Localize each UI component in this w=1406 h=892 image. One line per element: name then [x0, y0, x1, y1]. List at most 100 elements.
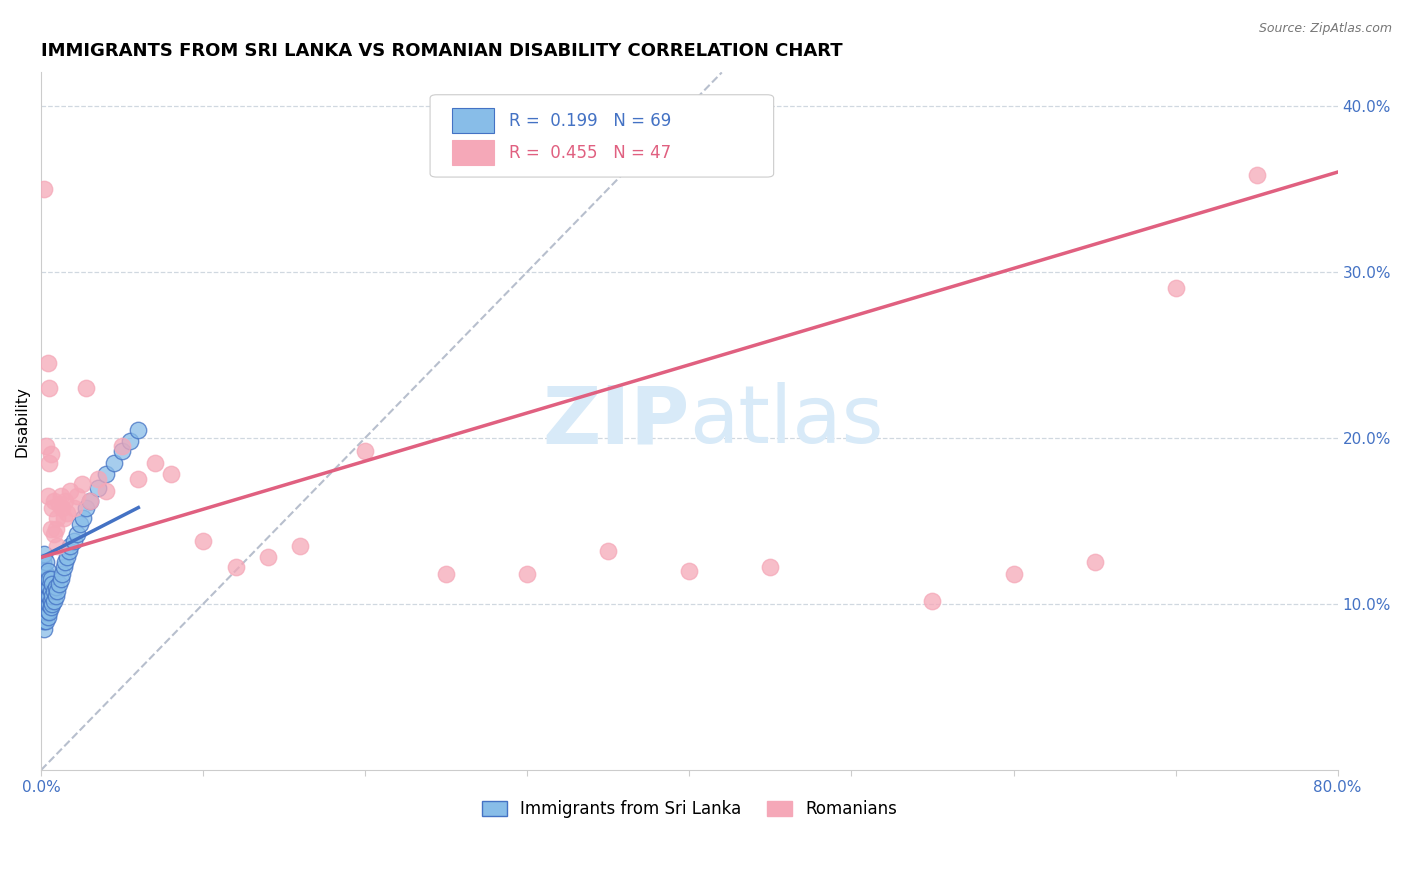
Y-axis label: Disability: Disability: [15, 385, 30, 457]
Point: [37, 603, 59, 617]
Point: [38, 572, 60, 586]
Point: [1246, 169, 1268, 183]
Point: [354, 444, 377, 458]
Point: [51, 567, 73, 582]
Point: [37, 589, 59, 603]
Point: [34, 572, 56, 586]
Point: [120, 434, 142, 449]
Point: [72, 510, 94, 524]
Point: [37, 489, 59, 503]
Point: [290, 539, 312, 553]
Text: Source: ZipAtlas.com: Source: ZipAtlas.com: [1258, 22, 1392, 36]
Point: [34, 547, 56, 561]
Point: [38, 381, 60, 395]
Point: [42, 527, 65, 541]
Point: [143, 456, 166, 470]
Point: [69, 517, 91, 532]
Text: atlas: atlas: [689, 382, 884, 460]
Point: [59, 483, 82, 498]
Point: [62, 500, 84, 515]
Point: [42, 593, 65, 607]
Point: [34, 589, 56, 603]
Point: [94, 483, 117, 498]
Point: [58, 543, 80, 558]
Point: [48, 497, 70, 511]
Point: [34, 182, 56, 196]
Point: [127, 472, 149, 486]
Point: [921, 593, 943, 607]
Text: R =  0.199   N = 69: R = 0.199 N = 69: [509, 112, 672, 129]
Point: [41, 577, 63, 591]
Point: [31, 564, 53, 578]
Point: [35, 614, 58, 628]
Point: [37, 597, 59, 611]
Point: [103, 456, 125, 470]
Text: ZIP: ZIP: [543, 382, 689, 460]
Point: [42, 583, 65, 598]
Point: [41, 597, 63, 611]
Point: [37, 356, 59, 370]
Point: [76, 381, 98, 395]
Point: [39, 583, 62, 598]
Point: [87, 472, 110, 486]
Point: [56, 550, 79, 565]
Point: [34, 564, 56, 578]
Point: [46, 510, 69, 524]
Point: [1002, 567, 1025, 582]
Point: [51, 500, 73, 515]
Point: [31, 572, 53, 586]
Point: [31, 580, 53, 594]
Point: [31, 555, 53, 569]
Point: [127, 423, 149, 437]
Point: [41, 589, 63, 603]
Point: [62, 533, 84, 548]
Point: [35, 583, 58, 598]
Point: [193, 533, 215, 548]
Point: [1164, 281, 1187, 295]
Point: [52, 560, 75, 574]
Point: [38, 597, 60, 611]
Point: [434, 567, 457, 582]
Point: [66, 489, 89, 503]
Point: [678, 564, 700, 578]
Text: R =  0.455   N = 47: R = 0.455 N = 47: [509, 144, 671, 161]
Point: [31, 605, 53, 619]
Point: [31, 614, 53, 628]
Point: [34, 597, 56, 611]
Point: [38, 580, 60, 594]
Point: [56, 506, 79, 520]
Point: [55, 494, 77, 508]
Point: [94, 467, 117, 482]
FancyBboxPatch shape: [430, 95, 773, 178]
Point: [38, 456, 60, 470]
Point: [79, 494, 101, 508]
Point: [49, 572, 72, 586]
Legend: Immigrants from Sri Lanka, Romanians: Immigrants from Sri Lanka, Romanians: [475, 793, 904, 824]
Point: [598, 543, 620, 558]
Point: [49, 489, 72, 503]
Point: [225, 560, 247, 574]
Point: [37, 572, 59, 586]
Point: [34, 580, 56, 594]
Point: [66, 527, 89, 541]
Point: [159, 467, 181, 482]
Point: [39, 600, 62, 615]
Point: [39, 447, 62, 461]
Point: [35, 605, 58, 619]
Point: [55, 555, 77, 569]
Point: [45, 522, 67, 536]
Point: [59, 539, 82, 553]
Point: [34, 622, 56, 636]
Point: [34, 614, 56, 628]
Point: [35, 589, 58, 603]
Point: [31, 597, 53, 611]
Point: [35, 439, 58, 453]
Point: [39, 593, 62, 607]
Point: [38, 605, 60, 619]
Point: [79, 494, 101, 508]
Point: [38, 589, 60, 603]
FancyBboxPatch shape: [453, 140, 494, 165]
Point: [111, 444, 134, 458]
Point: [48, 577, 70, 591]
Point: [46, 539, 69, 553]
